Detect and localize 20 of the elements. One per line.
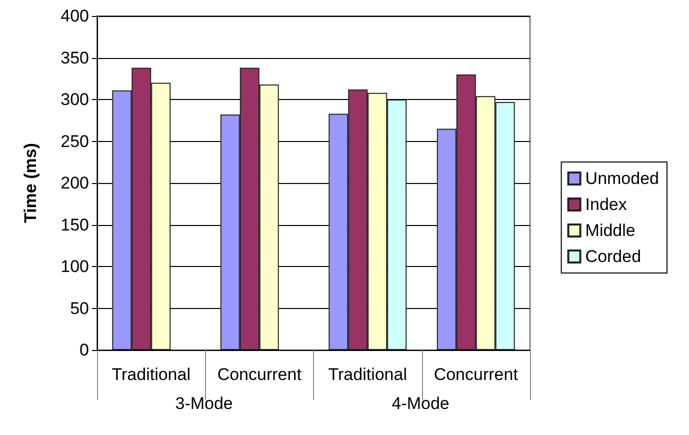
x-tick-label: Traditional xyxy=(112,365,190,384)
y-tick-label: 350 xyxy=(60,48,89,68)
y-tick-label: 50 xyxy=(70,298,89,318)
y-tick-label: 100 xyxy=(60,257,89,276)
y-tick-label: 0 xyxy=(80,340,89,360)
y-tick-label: 250 xyxy=(60,132,89,151)
legend-label: Middle xyxy=(585,221,636,240)
y-tick-label: 400 xyxy=(60,6,89,26)
y-tick-label: 300 xyxy=(60,90,89,109)
y-tick-label: 200 xyxy=(60,174,89,192)
legend-label: Unmoded xyxy=(585,169,660,188)
text: 4-Mode xyxy=(392,394,450,413)
legend-label: Index xyxy=(585,195,628,214)
x-tick-label: Traditional xyxy=(328,365,407,384)
y-tick-label: 150 xyxy=(60,215,89,234)
x-tick-label: Concurrent xyxy=(434,365,518,384)
y-axis-title: Time (ms) xyxy=(21,143,40,223)
legend-label: Corded xyxy=(585,247,642,266)
text: 3-Mode xyxy=(175,394,233,413)
x-tick-label: Concurrent xyxy=(217,365,302,384)
